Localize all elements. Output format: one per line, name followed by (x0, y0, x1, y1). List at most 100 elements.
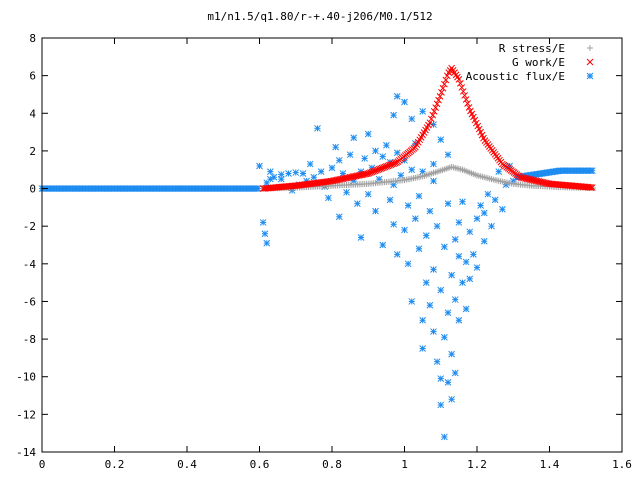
acoustic-point (361, 155, 368, 162)
y-tick-label: 8 (29, 32, 36, 45)
acoustic-point (261, 230, 269, 238)
acoustic-point (306, 160, 314, 168)
acoustic-point (292, 169, 300, 176)
acoustic-point (430, 177, 437, 185)
g-work-point (458, 84, 466, 91)
acoustic-point (480, 209, 488, 217)
acoustic-point (444, 200, 452, 207)
g-work-point (461, 92, 469, 99)
acoustic-point (437, 136, 445, 143)
acoustic-point (451, 296, 459, 303)
acoustic-point (412, 215, 419, 223)
acoustic-point (491, 196, 499, 204)
acoustic-point (430, 266, 437, 273)
acoustic-point (426, 301, 434, 309)
acoustic-point (444, 379, 452, 386)
g-work-point (438, 89, 445, 96)
legend-marker (587, 45, 593, 51)
acoustic-point (343, 188, 350, 196)
legend-label: G work/E (512, 56, 565, 69)
acoustic-point (332, 143, 339, 151)
x-tick-label: 1.2 (467, 458, 487, 471)
acoustic-point (350, 134, 358, 142)
g-work-point (464, 100, 471, 107)
acoustic-point (364, 190, 372, 198)
acoustic-point (588, 167, 596, 175)
acoustic-point (335, 156, 343, 164)
acoustic-point (477, 202, 484, 209)
g-work-point (429, 111, 437, 119)
acoustic-point (419, 108, 426, 115)
acoustic-point (259, 219, 267, 226)
acoustic-point (444, 151, 452, 159)
acoustic-point (393, 251, 401, 258)
acoustic-point (408, 166, 416, 174)
y-tick-label: -10 (16, 371, 36, 384)
acoustic-point (383, 141, 390, 149)
acoustic-point (254, 185, 262, 192)
acoustic-point (455, 219, 463, 226)
acoustic-point (448, 350, 455, 358)
acoustic-point (462, 258, 470, 266)
acoustic-point (379, 153, 387, 160)
acoustic-point (404, 260, 412, 268)
acoustic-point (437, 375, 445, 382)
acoustic-point (455, 316, 463, 324)
x-tick-label: 0.8 (322, 458, 342, 471)
acoustic-point (470, 251, 477, 258)
acoustic-point (419, 345, 426, 352)
acoustic-point (372, 207, 379, 215)
g-work-point (433, 100, 441, 108)
x-tick-label: 0 (39, 458, 46, 471)
g-work-point (455, 76, 463, 83)
x-tick-label: 0.2 (105, 458, 125, 471)
legend-label: Acoustic flux/E (466, 70, 565, 83)
acoustic-point (433, 222, 441, 230)
acoustic-point (299, 170, 307, 177)
y-tick-label: -12 (16, 408, 36, 421)
acoustic-point (256, 162, 263, 170)
acoustic-point (459, 279, 466, 286)
acoustic-point (314, 124, 321, 132)
g-work-point (465, 104, 473, 111)
acoustic-point (335, 213, 343, 221)
acoustic-point (270, 173, 278, 181)
g-work-point (436, 92, 444, 100)
y-tick-label: 4 (29, 107, 36, 120)
x-tick-label: 1.6 (612, 458, 632, 471)
acoustic-point (415, 245, 423, 253)
acoustic-point (393, 149, 401, 157)
chart-title: m1/n1.5/q1.80/r-+.40-j206/M0.1/512 (207, 10, 432, 23)
acoustic-point (408, 115, 416, 123)
g-work-point (432, 104, 440, 111)
acoustic-point (415, 192, 423, 200)
y-tick-label: -2 (23, 220, 36, 233)
acoustic-point (430, 121, 437, 128)
acoustic-point (263, 239, 271, 247)
acoustic-point (480, 237, 488, 245)
acoustic-point (433, 358, 441, 366)
acoustic-point (451, 236, 459, 243)
y-tick-label: 0 (29, 183, 36, 196)
axes: 0 0.2 0.4 0.6 0.8 1 1.2 1.4 1.6 -14 -12 -10 -8 -6 -4 -2… (16, 32, 632, 471)
g-work-point (462, 96, 470, 103)
g-work-point (587, 184, 595, 191)
acoustic-point (430, 160, 437, 168)
x-tick-label: 1.4 (540, 458, 560, 471)
acoustic-point (437, 401, 445, 409)
y-tick-label: -8 (23, 333, 36, 346)
acoustic-point (484, 190, 492, 198)
acoustic-point (419, 168, 426, 175)
acoustic-point (357, 234, 365, 241)
acoustic-point (393, 92, 401, 100)
acoustic-point (451, 369, 459, 377)
acoustic-point (390, 220, 397, 228)
x-tick-label: 1 (401, 458, 408, 471)
plot-frame (41, 37, 623, 453)
acoustic-point (317, 168, 325, 175)
legend-marker (586, 72, 594, 80)
acoustic-point (386, 196, 394, 204)
acoustic-point (401, 226, 408, 234)
